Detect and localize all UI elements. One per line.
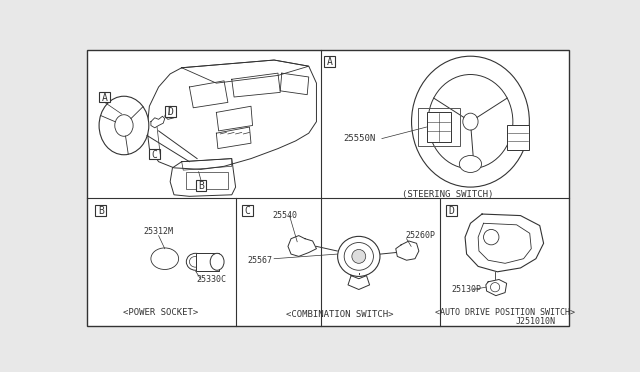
Text: 25550N: 25550N <box>344 134 376 143</box>
Text: C: C <box>152 150 157 160</box>
Text: A: A <box>102 93 108 103</box>
Circle shape <box>484 230 499 245</box>
Ellipse shape <box>156 249 177 269</box>
Bar <box>418 108 460 146</box>
Polygon shape <box>465 214 543 272</box>
Text: D: D <box>167 108 173 118</box>
Text: 25540: 25540 <box>273 211 298 220</box>
Polygon shape <box>486 279 507 296</box>
Text: 25330C: 25330C <box>196 275 226 284</box>
Polygon shape <box>348 276 369 289</box>
Ellipse shape <box>189 256 202 267</box>
Bar <box>427 112 451 142</box>
Text: 25312M: 25312M <box>143 227 173 236</box>
Ellipse shape <box>460 155 481 173</box>
Bar <box>186 172 228 189</box>
Ellipse shape <box>210 253 224 270</box>
Text: C: C <box>244 206 250 216</box>
Bar <box>99 92 110 102</box>
Bar <box>196 253 219 271</box>
Ellipse shape <box>412 56 529 187</box>
Circle shape <box>490 283 500 292</box>
Bar <box>164 106 175 117</box>
Ellipse shape <box>159 252 174 266</box>
Polygon shape <box>396 241 419 260</box>
Text: A: A <box>326 57 332 67</box>
Ellipse shape <box>151 248 179 269</box>
Text: D: D <box>448 206 454 216</box>
Text: <POWER SOCKET>: <POWER SOCKET> <box>124 308 198 317</box>
Ellipse shape <box>338 236 380 276</box>
Bar <box>149 148 160 159</box>
Polygon shape <box>288 235 316 256</box>
Ellipse shape <box>344 243 373 270</box>
Text: J251010N: J251010N <box>516 317 556 326</box>
Text: 25260P: 25260P <box>405 231 435 240</box>
Ellipse shape <box>163 256 170 262</box>
Bar <box>95 205 106 216</box>
Text: <AUTO DRIVE POSITION SWITCH>: <AUTO DRIVE POSITION SWITCH> <box>435 308 575 317</box>
Ellipse shape <box>99 96 149 155</box>
Ellipse shape <box>428 74 513 169</box>
Ellipse shape <box>352 250 365 263</box>
Text: B: B <box>198 181 204 191</box>
Bar <box>446 205 456 216</box>
Ellipse shape <box>186 253 205 270</box>
Bar <box>508 125 529 150</box>
Bar <box>242 205 253 216</box>
Text: 25567: 25567 <box>247 256 272 265</box>
Text: <COMBINATION SWITCH>: <COMBINATION SWITCH> <box>286 310 394 319</box>
Text: (STEERING SWITCH): (STEERING SWITCH) <box>402 190 493 199</box>
Ellipse shape <box>463 113 478 130</box>
Bar <box>196 180 206 191</box>
Text: B: B <box>98 206 104 216</box>
Bar <box>324 56 335 67</box>
Text: 25130P: 25130P <box>451 285 481 294</box>
Ellipse shape <box>115 115 133 136</box>
